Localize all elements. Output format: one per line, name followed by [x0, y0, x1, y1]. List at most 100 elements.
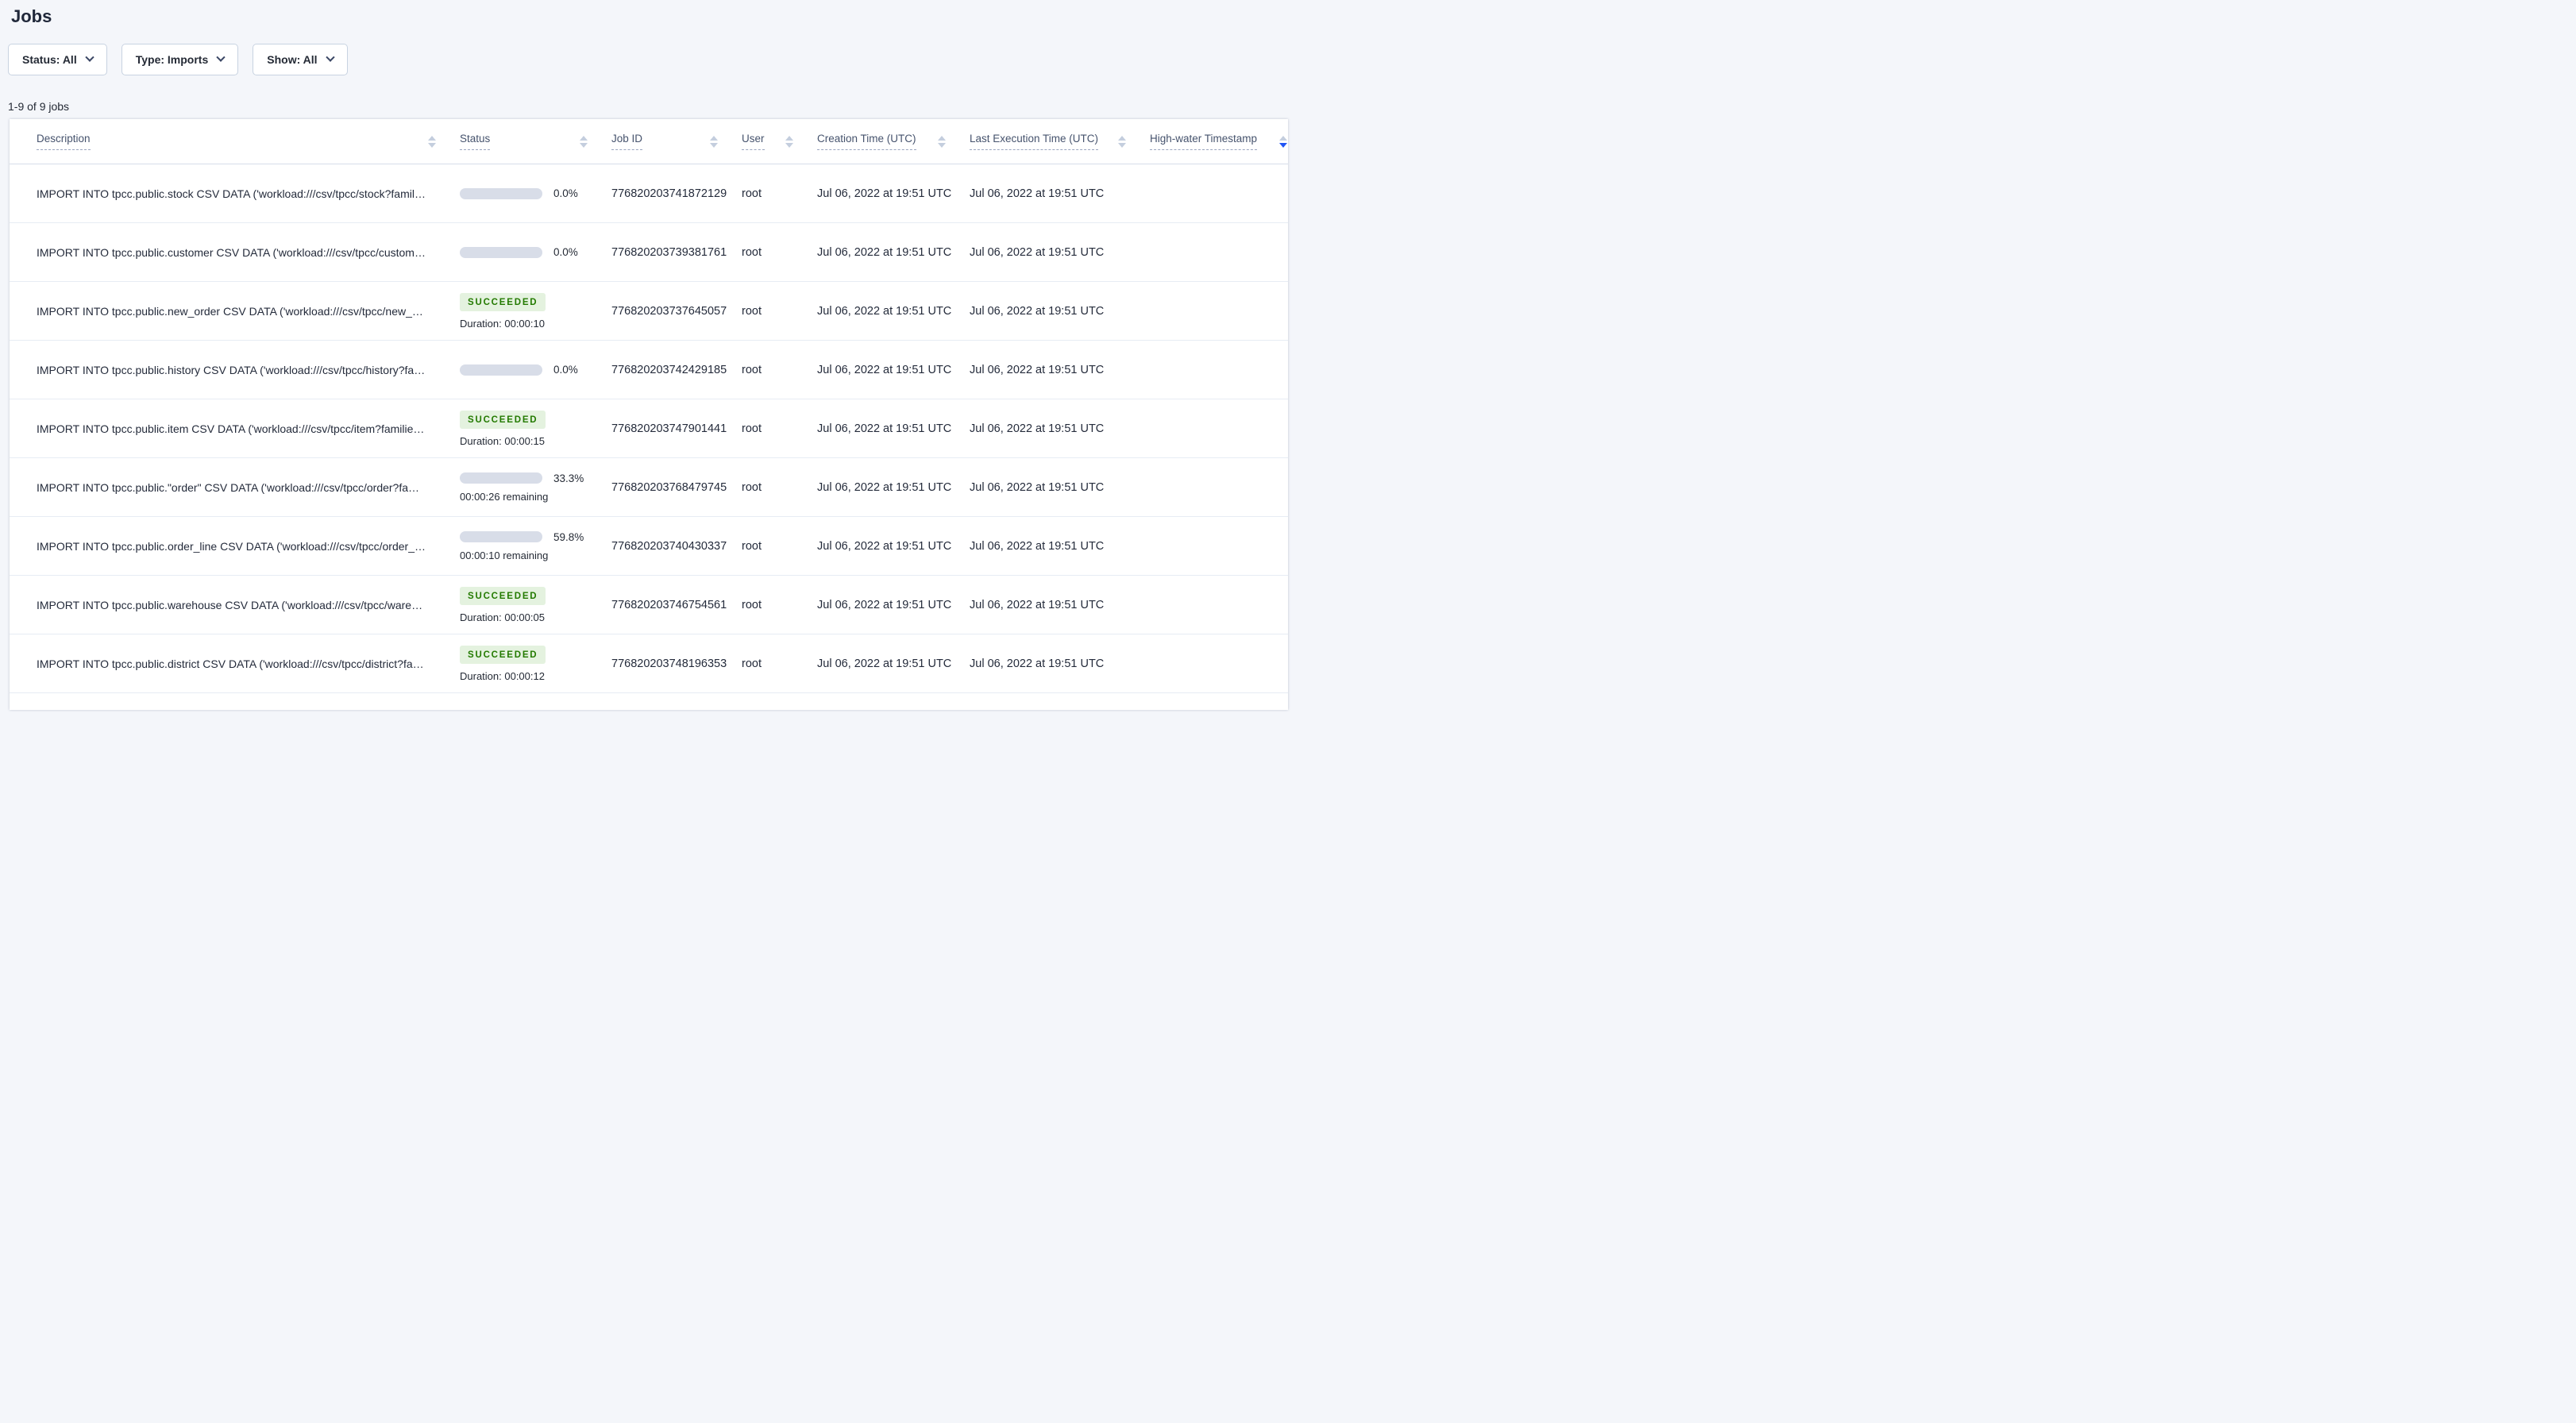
job-status-cell: SUCCEEDED Duration: 00:00:12: [460, 645, 611, 682]
job-description-link[interactable]: IMPORT INTO tpcc.public.district CSV DAT…: [37, 657, 438, 670]
sort-icons[interactable]: [938, 135, 946, 148]
table-row: IMPORT INTO tpcc.public.customer CSV DAT…: [10, 223, 1288, 282]
table-row: IMPORT INTO tpcc.public.warehouse CSV DA…: [10, 576, 1288, 634]
chevron-down-icon: [325, 52, 335, 62]
job-description-link[interactable]: IMPORT INTO tpcc.public.item CSV DATA ('…: [37, 422, 440, 435]
sort-icons[interactable]: [1279, 135, 1287, 148]
column-header-job-id[interactable]: Job ID: [611, 133, 742, 150]
job-last-execution-time: Jul 06, 2022 at 19:51 UTC: [970, 480, 1105, 494]
jobs-count: 1-9 of 9 jobs: [8, 100, 70, 113]
job-last-execution-time: Jul 06, 2022 at 19:51 UTC: [970, 187, 1105, 200]
job-creation-time: Jul 06, 2022 at 19:51 UTC: [817, 187, 952, 200]
progress-percent: 0.0%: [553, 364, 578, 376]
status-badge: SUCCEEDED: [460, 410, 546, 429]
status-filter-dropdown[interactable]: Status: All: [8, 44, 107, 75]
job-user: root: [742, 245, 762, 259]
job-id: 776820203748196353: [611, 657, 727, 670]
progress-bar: 0.0%: [460, 246, 604, 258]
column-header-user[interactable]: User: [742, 133, 817, 150]
job-user: root: [742, 187, 762, 200]
job-creation-time: Jul 06, 2022 at 19:51 UTC: [817, 598, 952, 611]
progress-bar: 33.3%: [460, 472, 604, 484]
table-row: IMPORT INTO tpcc.public.history CSV DATA…: [10, 341, 1288, 399]
job-creation-time: Jul 06, 2022 at 19:51 UTC: [817, 363, 952, 376]
job-id: 776820203739381761: [611, 245, 727, 259]
job-last-execution-time: Jul 06, 2022 at 19:51 UTC: [970, 363, 1105, 376]
job-user: root: [742, 598, 762, 611]
job-description-link[interactable]: IMPORT INTO tpcc.public."order" CSV DATA…: [37, 480, 442, 494]
table-row: IMPORT INTO tpcc.public.district CSV DAT…: [10, 634, 1288, 693]
status-subtext: Duration: 00:00:10: [460, 317, 545, 330]
chevron-down-icon: [85, 52, 94, 62]
progress-percent: 0.0%: [553, 246, 578, 258]
table-row: IMPORT INTO tpcc.public.stock CSV DATA (…: [10, 164, 1288, 223]
job-status-cell: 0.0%: [460, 187, 611, 199]
job-creation-time: Jul 06, 2022 at 19:51 UTC: [817, 304, 952, 318]
show-filter-label: Show: All: [267, 53, 318, 66]
job-creation-time: Jul 06, 2022 at 19:51 UTC: [817, 539, 952, 553]
status-subtext: 00:00:10 remaining: [460, 549, 549, 561]
status-filter-label: Status: All: [22, 53, 77, 66]
progress-bar: 59.8%: [460, 531, 604, 543]
column-header-status[interactable]: Status: [460, 133, 611, 150]
status-badge: SUCCEEDED: [460, 645, 546, 664]
sort-icons[interactable]: [710, 135, 718, 148]
job-id: 776820203737645057: [611, 304, 727, 318]
job-id: 776820203741872129: [611, 187, 727, 200]
jobs-table-header: Description Status Job ID User Creation …: [10, 119, 1288, 164]
chevron-down-icon: [216, 52, 226, 62]
type-filter-dropdown[interactable]: Type: Imports: [121, 44, 239, 75]
job-user: root: [742, 539, 762, 553]
job-user: root: [742, 422, 762, 435]
job-status-cell: SUCCEEDED Duration: 00:00:15: [460, 410, 611, 447]
job-creation-time: Jul 06, 2022 at 19:51 UTC: [817, 245, 952, 259]
job-last-execution-time: Jul 06, 2022 at 19:51 UTC: [970, 657, 1105, 670]
job-status-cell: SUCCEEDED Duration: 00:00:10: [460, 292, 611, 330]
job-status-cell: 0.0%: [460, 364, 611, 376]
sort-icons[interactable]: [1118, 135, 1126, 148]
column-header-high-water-timestamp[interactable]: High-water Timestamp: [1150, 133, 1288, 150]
progress-track: [460, 531, 542, 542]
sort-icons[interactable]: [785, 135, 793, 148]
filter-bar: Status: All Type: Imports Show: All: [8, 44, 1288, 75]
progress-percent: 33.3%: [553, 472, 584, 484]
job-id: 776820203746754561: [611, 598, 727, 611]
job-description-link[interactable]: IMPORT INTO tpcc.public.customer CSV DAT…: [37, 245, 445, 259]
job-last-execution-time: Jul 06, 2022 at 19:51 UTC: [970, 539, 1105, 553]
job-status-cell: SUCCEEDED Duration: 00:00:05: [460, 586, 611, 623]
progress-track: [460, 364, 542, 376]
job-description-link[interactable]: IMPORT INTO tpcc.public.order_line CSV D…: [37, 539, 437, 553]
table-row: IMPORT INTO tpcc.public.new_order CSV DA…: [10, 282, 1288, 341]
show-filter-dropdown[interactable]: Show: All: [253, 44, 348, 75]
job-last-execution-time: Jul 06, 2022 at 19:51 UTC: [970, 422, 1105, 435]
column-header-last-execution-time[interactable]: Last Execution Time (UTC): [970, 133, 1150, 150]
job-creation-time: Jul 06, 2022 at 19:51 UTC: [817, 480, 952, 494]
progress-track: [460, 246, 542, 258]
job-description-link[interactable]: IMPORT INTO tpcc.public.stock CSV DATA (…: [37, 187, 440, 200]
job-user: root: [742, 304, 762, 318]
job-status-cell: 0.0%: [460, 246, 611, 258]
column-header-creation-time[interactable]: Creation Time (UTC): [817, 133, 970, 150]
job-creation-time: Jul 06, 2022 at 19:51 UTC: [817, 657, 952, 670]
progress-percent: 0.0%: [553, 187, 578, 199]
sort-icons[interactable]: [580, 135, 588, 148]
job-id: 776820203768479745: [611, 480, 727, 494]
table-row: IMPORT INTO tpcc.public."order" CSV DATA…: [10, 458, 1288, 517]
job-user: root: [742, 657, 762, 670]
job-status-cell: 33.3% 00:00:26 remaining: [460, 472, 611, 503]
status-subtext: 00:00:26 remaining: [460, 490, 549, 503]
jobs-table-card: Description Status Job ID User Creation …: [10, 119, 1288, 710]
progress-track: [460, 187, 542, 199]
job-last-execution-time: Jul 06, 2022 at 19:51 UTC: [970, 304, 1105, 318]
job-description-link[interactable]: IMPORT INTO tpcc.public.history CSV DATA…: [37, 363, 440, 376]
jobs-table-body: IMPORT INTO tpcc.public.stock CSV DATA (…: [10, 164, 1288, 693]
job-last-execution-time: Jul 06, 2022 at 19:51 UTC: [970, 598, 1105, 611]
job-description-link[interactable]: IMPORT INTO tpcc.public.new_order CSV DA…: [37, 304, 440, 318]
progress-bar: 0.0%: [460, 187, 604, 199]
sort-icons[interactable]: [428, 135, 436, 148]
progress-percent: 59.8%: [553, 530, 584, 543]
column-header-description[interactable]: Description: [10, 133, 460, 150]
status-badge: SUCCEEDED: [460, 292, 546, 311]
job-description-link[interactable]: IMPORT INTO tpcc.public.warehouse CSV DA…: [37, 598, 442, 611]
job-user: root: [742, 363, 762, 376]
